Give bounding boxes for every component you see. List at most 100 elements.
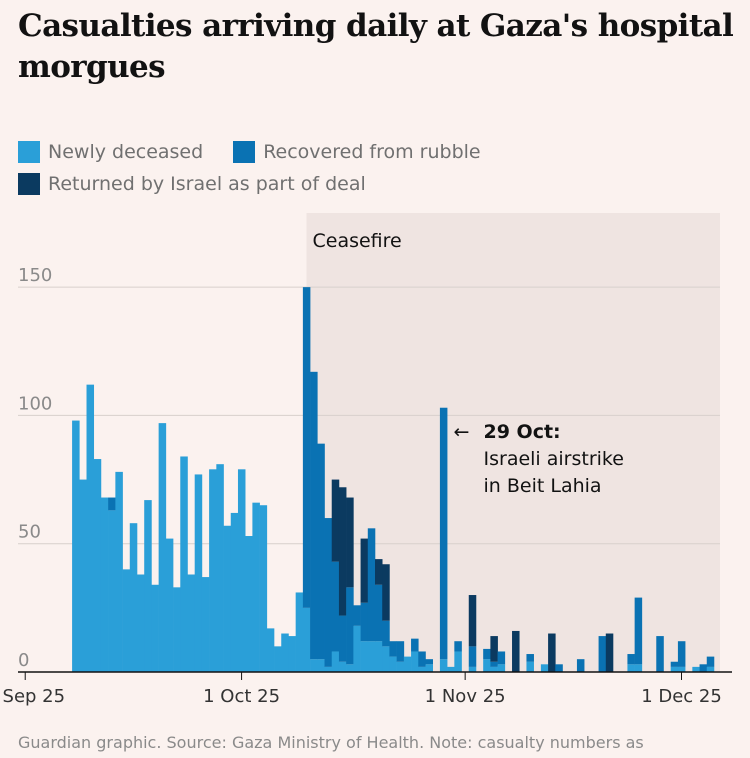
x-tick-label-2025-09-01: 1 Sep 25 [0,686,65,707]
bar-2025-09-13-s0 [108,510,116,672]
bar-2025-10-27-s1 [425,659,433,665]
bar-2025-09-15-s0 [122,569,131,672]
bar-2025-10-04-s0 [259,505,268,672]
bar-2025-11-28-s1 [656,636,664,672]
bar-2025-10-15-s0 [338,661,347,672]
bar-2025-09-22-s0 [173,587,181,672]
bar-2025-10-31-s1 [454,641,462,652]
bar-2025-10-27-s0 [425,664,433,672]
bar-2025-10-10-s0 [302,607,311,672]
bar-2025-11-08-s2 [512,630,520,672]
annotation-arrow: ← [454,421,470,443]
legend-label-returned-by-israel: Returned by Israel as part of deal [48,173,366,195]
bar-2025-10-06-s0 [274,646,282,672]
bar-2025-09-14-s0 [115,471,123,672]
bar-2025-10-29-s0 [439,659,448,672]
legend-swatch-recovered-from-rubble [233,141,256,163]
bar-2025-09-09-s0 [79,479,87,672]
bar-2025-10-14-s1 [331,561,340,652]
bar-2025-11-05-s0 [490,666,498,672]
bar-2025-09-26-s0 [201,577,210,672]
legend: Newly deceased Recovered from rubble Ret… [18,136,738,200]
y-tick-label-50: 50 [18,522,41,543]
bar-2025-09-20-s0 [158,423,167,672]
legend-row-1: Newly deceased Recovered from rubble [18,136,738,168]
bar-2025-11-04-s1 [483,648,491,660]
chart-title: Casualties arriving daily at Gaza's hosp… [18,8,734,85]
bar-2025-11-20-s1 [598,636,607,672]
bar-2025-12-01-s0 [677,666,686,672]
bar-2025-10-19-s1 [367,528,376,642]
bar-2025-09-18-s0 [144,500,152,672]
legend-label-newly-deceased: Newly deceased [48,141,204,163]
annotation-line-1: Israeli airstrike [484,448,624,470]
legend-label-recovered-from-rubble: Recovered from rubble [263,141,481,163]
bar-2025-10-16-s0 [346,664,354,672]
bar-2025-09-12-s0 [100,497,109,672]
legend-swatch-newly-deceased [18,141,40,163]
y-tick-label-0: 0 [18,650,29,671]
bar-2025-10-20-s2 [375,559,383,585]
annotation-heading: 29 Oct: [484,421,561,443]
bar-2025-09-08-s0 [72,420,80,672]
x-tick-label-2025-11-01: 1 Nov 25 [425,686,506,707]
bar-2025-11-24-s1 [627,654,635,665]
bar-2025-10-26-s1 [418,651,426,667]
bar-2025-11-02-s0 [468,666,477,672]
bar-2025-10-09-s0 [295,592,304,672]
legend-row-2: Returned by Israel as part of deal [18,168,738,200]
bar-2025-09-21-s0 [165,538,174,672]
bar-2025-10-07-s0 [281,633,289,672]
x-tick-label-2025-10-01: 1 Oct 25 [203,686,280,707]
bar-2025-10-01-s0 [237,469,246,672]
bar-2025-12-03-s0 [692,666,700,672]
bar-2025-11-12-s0 [540,664,549,672]
bar-2025-10-20-s1 [375,584,383,642]
bar-2025-10-14-s0 [331,651,340,672]
bar-2025-09-23-s0 [180,456,188,672]
bar-2025-12-01-s1 [677,641,686,667]
bar-2025-10-17-s0 [353,625,361,672]
bar-2025-10-22-s1 [389,641,397,657]
bar-2025-10-23-s1 [396,641,405,662]
bar-2025-12-05-s1 [706,656,715,667]
legend-item-newly-deceased: Newly deceased [18,141,203,163]
bar-2025-10-16-s1 [346,587,354,665]
bar-2025-10-08-s0 [288,636,296,672]
bar-2025-11-14-s1 [555,664,563,672]
bar-2025-09-30-s0 [230,512,239,672]
bar-2025-11-17-s1 [576,659,585,672]
bar-2025-10-11-s1 [310,371,318,660]
bar-2025-09-19-s0 [151,584,159,672]
bar-2025-11-05-s1 [490,661,498,667]
bar-2025-10-03-s0 [252,502,260,672]
bar-2025-11-02-s2 [468,595,477,647]
bar-2025-10-12-s1 [317,443,325,660]
bar-2025-09-24-s0 [187,574,195,672]
chart-plot: Ceasefire 0 50 100 150 1 Sep 25 1 Oct 25 1 Nov … [0,213,732,707]
bar-2025-10-18-s0 [360,641,369,672]
bar-2025-10-26-s0 [418,666,426,672]
legend-swatch-returned-by-israel [18,173,40,195]
bar-2025-09-13-s1 [108,497,116,511]
bar-2025-10-02-s0 [245,536,253,672]
bar-2025-11-30-s0 [670,666,679,672]
ceasefire-label: Ceasefire [312,230,401,252]
bar-2025-10-16-s2 [346,497,354,588]
bar-2025-10-13-s0 [324,666,333,672]
bar-2025-11-25-s0 [634,664,643,672]
annotation-line-2: in Beit Lahia [484,475,602,497]
bar-2025-11-21-s2 [605,633,614,672]
bar-2025-10-25-s0 [411,651,419,672]
bar-2025-09-17-s0 [137,574,145,672]
bar-2025-11-06-s0 [497,664,506,672]
bar-2025-10-21-s0 [382,646,390,672]
bar-2025-10-23-s0 [396,661,405,672]
bar-2025-10-20-s0 [375,641,383,672]
bar-2025-10-25-s1 [411,638,419,652]
bar-2025-09-10-s0 [86,384,95,672]
bar-2025-10-12-s0 [317,659,325,672]
bar-2025-11-06-s1 [497,651,506,665]
bar-2025-10-21-s1 [382,620,390,647]
bar-2025-11-24-s0 [627,664,635,672]
